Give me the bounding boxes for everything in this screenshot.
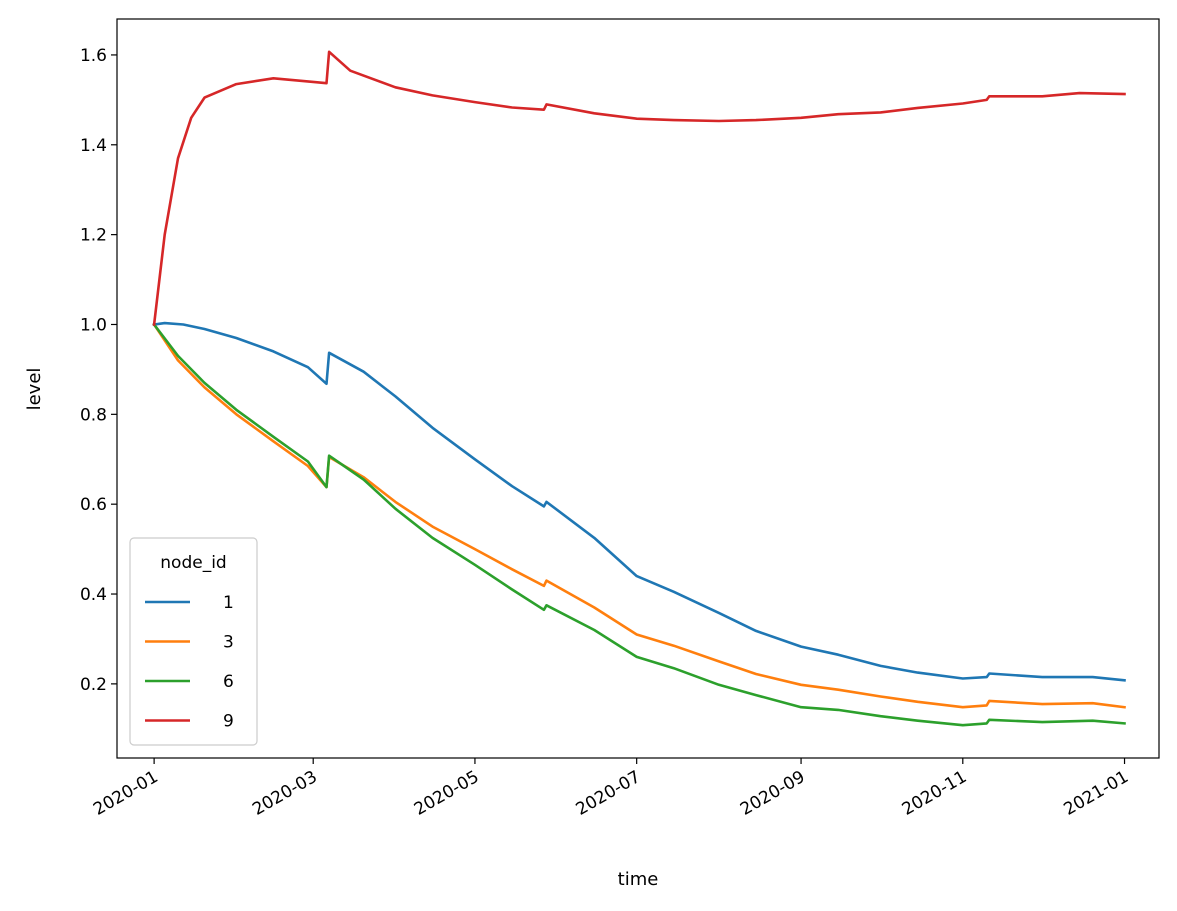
legend-title: node_id: [160, 553, 226, 573]
legend-label-1: 1: [223, 593, 234, 613]
y-tick-label: 0.2: [80, 675, 107, 695]
legend-box: [129, 537, 258, 746]
legend-label-3: 3: [223, 633, 234, 653]
y-tick-label: 1.2: [80, 226, 107, 246]
series-line-1: [152, 321, 1126, 682]
y-tick-label: 1.6: [80, 46, 107, 66]
y-tick-label: 0.4: [80, 585, 107, 605]
y-axis-title: level: [24, 368, 45, 411]
series-line-3: [152, 322, 1126, 709]
series-line-9: [152, 50, 1126, 326]
series-line-6: [152, 322, 1126, 727]
series-lines: [152, 50, 1126, 727]
y-tick-label: 0.8: [80, 405, 107, 425]
legend: node_id 1 3 6 9: [129, 537, 258, 746]
y-tick-label: 0.6: [80, 495, 107, 515]
y-axis-ticks: 0.2 0.4 0.6 0.8 1.0 1.2 1.4 1.6: [80, 46, 117, 695]
legend-label-9: 9: [223, 712, 234, 732]
legend-label-6: 6: [223, 672, 234, 692]
x-axis-title: time: [618, 869, 659, 890]
y-tick-label: 1.4: [80, 136, 107, 156]
plot-frame: [116, 18, 1160, 759]
y-tick-label: 1.0: [80, 315, 107, 335]
